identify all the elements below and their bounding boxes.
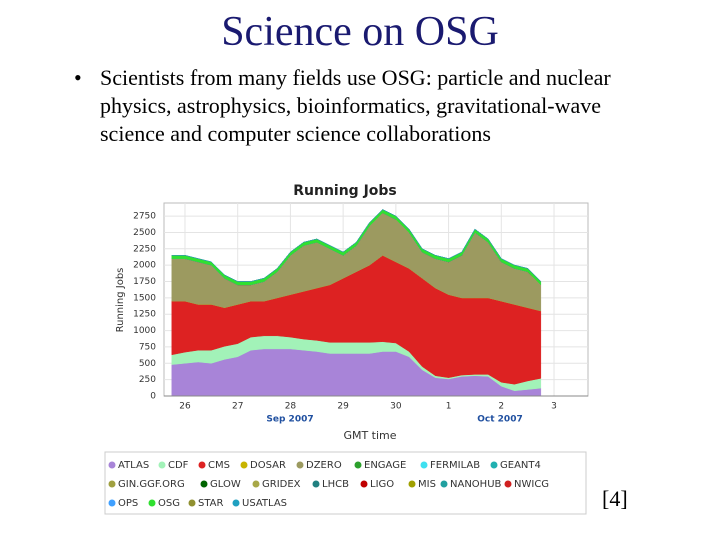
- x-tick-label: 2: [498, 402, 504, 412]
- x-tick-label: 27: [232, 402, 243, 412]
- x-tick-label: 1: [446, 402, 452, 412]
- y-tick-label: 1250: [133, 310, 156, 320]
- y-tick-label: 2250: [133, 244, 156, 254]
- legend-swatch: [158, 461, 166, 469]
- legend-label: CDF: [168, 460, 189, 471]
- legend-swatch: [296, 461, 304, 469]
- x-tick-label: 29: [337, 402, 349, 412]
- legend-label: STAR: [198, 498, 224, 509]
- y-tick-label: 500: [139, 359, 156, 369]
- legend-swatch: [198, 461, 206, 469]
- legend-label: LIGO: [370, 479, 394, 490]
- y-tick-label: 2750: [133, 212, 156, 222]
- legend-swatch: [490, 461, 498, 469]
- legend-label: ENGAGE: [364, 460, 406, 471]
- legend-swatch: [252, 480, 260, 488]
- legend-swatch: [504, 480, 512, 488]
- legend-label: DOSAR: [250, 460, 286, 471]
- legend-label: GLOW: [210, 479, 241, 490]
- chart-title: Running Jobs: [293, 183, 397, 199]
- legend-swatch: [108, 499, 116, 507]
- x-tick-label: 28: [285, 402, 297, 412]
- y-tick-label: 2000: [133, 261, 156, 271]
- legend-box: [104, 451, 587, 515]
- month-label: Oct 2007: [477, 415, 522, 425]
- legend-swatch: [312, 480, 320, 488]
- y-axis-label: Running Jobs: [115, 268, 126, 333]
- legend-label: OSG: [158, 498, 180, 509]
- bullet-dot: •: [74, 65, 82, 90]
- x-axis-label: GMT time: [343, 429, 396, 442]
- citation: [4]: [602, 486, 628, 511]
- legend-swatch: [108, 461, 116, 469]
- legend-swatch: [240, 461, 248, 469]
- legend-label: GIN.GGF.ORG: [118, 479, 185, 490]
- x-tick-label: 30: [390, 402, 402, 412]
- legend-label: NWICG: [514, 479, 549, 490]
- y-tick-label: 1000: [133, 326, 156, 336]
- legend-label: GRIDEX: [262, 479, 301, 490]
- legend-label: GEANT4: [500, 460, 541, 471]
- y-tick-label: 750: [139, 342, 156, 352]
- x-tick-label: 3: [551, 402, 557, 412]
- slide-title: Science on OSG: [221, 9, 499, 55]
- y-tick-label: 1750: [133, 277, 156, 287]
- legend-swatch: [440, 480, 448, 488]
- area: [171, 209, 542, 282]
- legend-label: USATLAS: [242, 498, 287, 509]
- legend-label: ATLAS: [118, 460, 149, 471]
- legend-swatch: [420, 461, 428, 469]
- legend-label: DZERO: [306, 460, 342, 471]
- legend-label: OPS: [118, 498, 138, 509]
- y-tick-label: 250: [139, 375, 156, 385]
- legend-swatch: [188, 499, 196, 507]
- y-tick-label: 0: [150, 392, 156, 402]
- legend-swatch: [354, 461, 362, 469]
- y-tick-label: 2500: [133, 228, 156, 238]
- legend-swatch: [360, 480, 368, 488]
- legend-label: LHCB: [322, 479, 349, 490]
- month-label: Sep 2007: [266, 415, 313, 425]
- legend-label: NANOHUB: [450, 479, 502, 490]
- bullet-text: Scientists from many fields use OSG: par…: [100, 65, 611, 146]
- legend-swatch: [200, 480, 208, 488]
- legend-swatch: [408, 480, 416, 488]
- legend-label: FERMILAB: [430, 460, 480, 471]
- legend-label: CMS: [208, 460, 230, 471]
- legend-swatch: [232, 499, 240, 507]
- legend-swatch: [108, 480, 116, 488]
- legend-label: MIS: [418, 479, 436, 490]
- x-tick-label: 26: [179, 402, 191, 412]
- legend-swatch: [148, 499, 156, 507]
- y-tick-label: 1500: [133, 293, 156, 303]
